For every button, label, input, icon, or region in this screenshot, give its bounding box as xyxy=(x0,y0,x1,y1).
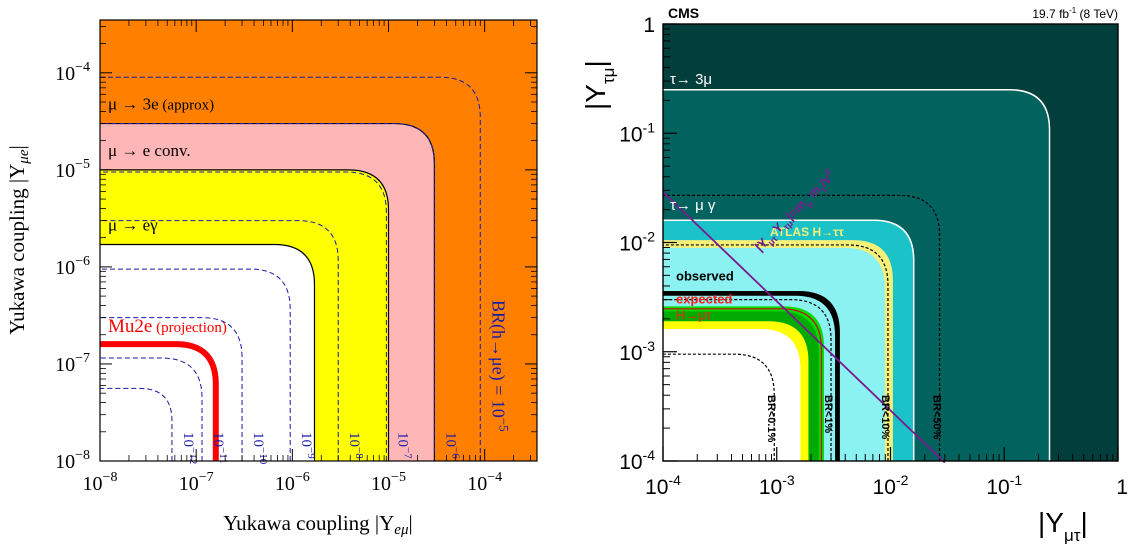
br-contour-label-1: 10−11 xyxy=(210,432,229,464)
left-y-tick-label: 10−4 xyxy=(55,60,90,85)
expected-limit-line xyxy=(663,308,823,461)
megamma-label: μ → eγ xyxy=(108,216,158,235)
right-x-tick-label: 10-3 xyxy=(759,472,795,499)
br-contour-3 xyxy=(100,268,291,461)
luminosity-label: 19.7 fb-1 (8 TeV) xyxy=(1032,6,1118,21)
tau3mu-boundary xyxy=(663,89,1051,461)
br-contour-6 xyxy=(100,123,435,461)
right-y-tick-label: 10-1 xyxy=(619,119,655,146)
right-x-tick-label: 10-1 xyxy=(986,472,1022,499)
br-contour-7 xyxy=(100,76,481,461)
left-x-axis-label: Yukawa coupling |Yeμ| xyxy=(223,511,412,538)
muconv-label: μ → e conv. xyxy=(108,141,191,160)
left-x-tick-label: 10−7 xyxy=(179,470,214,495)
br-contour-2 xyxy=(663,244,889,461)
mu2e-label: Mu2e (projection) xyxy=(108,316,227,337)
br-axis-label: BR(h→μe) = 10−5 xyxy=(487,300,511,432)
br-contour-label-6: 10−6 xyxy=(442,432,461,459)
taumugamma-boundary xyxy=(663,219,915,461)
br-contour-label-2: BR<10% xyxy=(879,395,891,440)
left-x-tick-label: 10−5 xyxy=(371,470,406,495)
right-x-axis-label: |Yμτ| xyxy=(1038,507,1088,545)
observed-label: observed xyxy=(676,268,734,283)
signal-label: H→μτ xyxy=(676,307,712,322)
br-contour-label-3: 10−9 xyxy=(298,432,317,459)
naturalness-line xyxy=(662,191,946,464)
left-y-axis-label: Yukawa coupling |Yμe| xyxy=(5,145,32,334)
mu3e-label: μ → 3e (approx) xyxy=(108,95,214,114)
low-region xyxy=(663,329,801,461)
br-contour-label-3: BR<50% xyxy=(931,395,943,440)
right-y-tick-label: 10-2 xyxy=(619,229,655,256)
right-y-tick-label: 1 xyxy=(643,14,655,37)
cms-label: CMS xyxy=(668,5,699,21)
right-x-tick-label: 10-2 xyxy=(873,472,909,499)
left-chart: 10−1210−1110−1010−910−810−710−6BR(h→μe) … xyxy=(5,19,538,538)
left-x-tick-label: 10−8 xyxy=(83,470,118,495)
megamma-boundary xyxy=(100,243,316,461)
left-y-tick-label: 10−5 xyxy=(55,157,90,182)
br-contour-label-4: 10−8 xyxy=(346,432,365,459)
muconv-boundary xyxy=(100,169,390,461)
br-contour-label-1: BR<1% xyxy=(822,395,834,433)
br-contour-1 xyxy=(100,357,203,461)
observed-limit-line xyxy=(663,291,840,461)
tau3mu-label: τ→ 3μ xyxy=(670,71,712,88)
right-y-tick-label: 10-3 xyxy=(619,338,655,365)
right-x-tick-label: 1 xyxy=(1116,476,1128,499)
br-contour-1 xyxy=(663,299,832,461)
left-plot-frame xyxy=(99,19,538,462)
left-y-tick-label: 10−8 xyxy=(55,448,90,473)
right-y-tick-label: 10-4 xyxy=(619,447,655,474)
br-contour-3 xyxy=(663,194,941,461)
right-x-tick-label: 10-4 xyxy=(645,472,681,499)
left-x-tick-label: 10−4 xyxy=(467,470,502,495)
atlas-label: ATLAS H→ττ xyxy=(770,225,844,239)
taumugamma-label: τ→ μ γ xyxy=(670,197,716,214)
left-x-tick-label: 10−6 xyxy=(275,470,310,495)
left-y-tick-label: 10−6 xyxy=(55,254,90,279)
br-contour-4 xyxy=(100,220,339,461)
mu2e-projection-line xyxy=(100,341,219,461)
expected-label: expected xyxy=(676,291,732,306)
br-contour-0 xyxy=(663,353,775,461)
right-chart: τ→ 3μ τ→ μ γ ATLAS H→ττ observed expectedH→μ… xyxy=(580,5,1128,545)
br-contour-5 xyxy=(100,171,387,461)
right-y-axis-label: |Yτμ| xyxy=(580,60,618,110)
br-contour-label-0: BR<0.1% xyxy=(765,395,777,443)
br-contour-0 xyxy=(100,387,173,461)
left-y-tick-label: 10−7 xyxy=(55,351,90,376)
br-contour-label-5: 10−7 xyxy=(394,432,413,459)
br-contour-2 xyxy=(100,317,243,461)
